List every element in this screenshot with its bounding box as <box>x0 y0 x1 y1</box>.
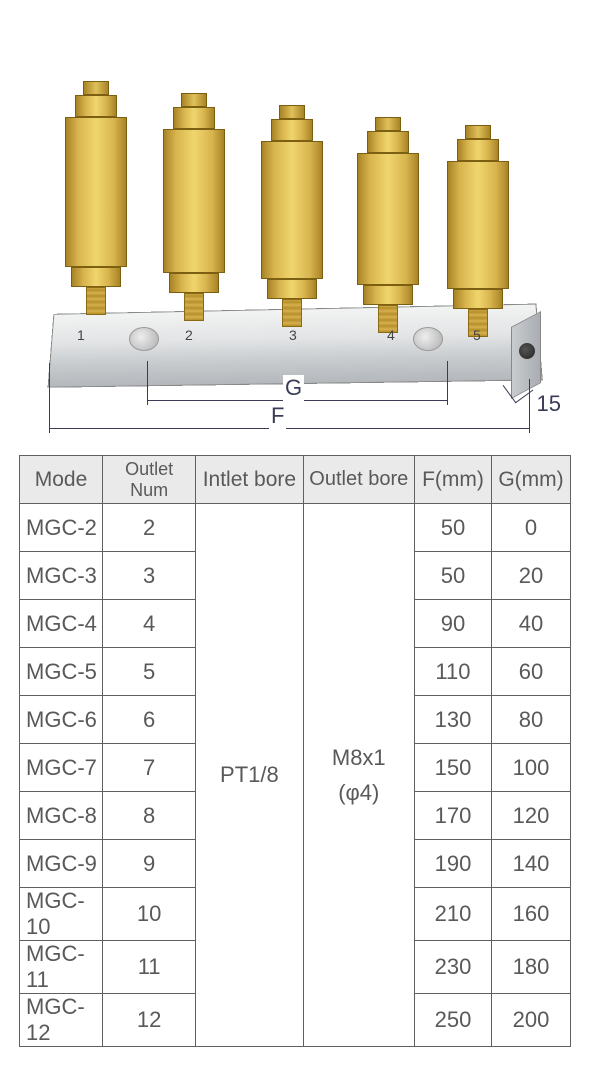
fitting-top-nut <box>173 107 215 129</box>
cell-g: 80 <box>491 696 570 744</box>
cell-mode: MGC-10 <box>20 888 103 941</box>
fitting-body <box>447 161 509 289</box>
cell-g: 140 <box>491 840 570 888</box>
manifold-front-hole <box>413 327 443 351</box>
cell-outlet-num: 8 <box>103 792 196 840</box>
cell-mode: MGC-4 <box>20 600 103 648</box>
fitting-cap <box>83 81 109 95</box>
fitting-top-nut <box>457 139 499 161</box>
cell-mode: MGC-7 <box>20 744 103 792</box>
cell-mode: MGC-8 <box>20 792 103 840</box>
cell-outlet-num: 5 <box>103 648 196 696</box>
cell-f: 150 <box>414 744 491 792</box>
fitting-body <box>163 129 225 273</box>
fitting-hex-nut <box>267 279 317 299</box>
col-header-inlet: Intlet bore <box>196 456 303 504</box>
port-number-label: 4 <box>387 327 395 343</box>
port-number-label: 1 <box>77 327 85 343</box>
col-header-f: F(mm) <box>414 456 491 504</box>
cell-g: 200 <box>491 994 570 1047</box>
cell-outlet-num: 4 <box>103 600 196 648</box>
cell-g: 40 <box>491 600 570 648</box>
cell-mode: MGC-12 <box>20 994 103 1047</box>
cell-f: 50 <box>414 552 491 600</box>
cell-mode: MGC-11 <box>20 941 103 994</box>
cell-outlet-num: 3 <box>103 552 196 600</box>
dim-g-tick-left <box>147 361 148 405</box>
col-header-outlet: Outlet Num <box>103 456 196 504</box>
fitting-top-nut <box>75 95 117 117</box>
cell-mode: MGC-5 <box>20 648 103 696</box>
cell-g: 20 <box>491 552 570 600</box>
cell-outlet-num: 9 <box>103 840 196 888</box>
port-number-label: 5 <box>473 327 481 343</box>
col-header-outletb: Outlet bore <box>303 456 414 504</box>
cell-f: 90 <box>414 600 491 648</box>
cell-mode: MGC-3 <box>20 552 103 600</box>
manifold-front-hole <box>129 327 159 351</box>
table-row: MGC-22PT1/8M8x1(φ4)500 <box>20 504 571 552</box>
fitting-body <box>65 117 127 267</box>
fitting-cap <box>279 105 305 119</box>
cell-mode: MGC-2 <box>20 504 103 552</box>
cell-mode: MGC-9 <box>20 840 103 888</box>
cell-outlet-num: 10 <box>103 888 196 941</box>
fitting-top-nut <box>271 119 313 141</box>
table-header-row: Mode Outlet Num Intlet bore Outlet bore … <box>20 456 571 504</box>
cell-g: 100 <box>491 744 570 792</box>
dim-g-label: G <box>283 375 304 401</box>
cell-f: 190 <box>414 840 491 888</box>
cell-outlet-num: 12 <box>103 994 196 1047</box>
cell-outlet-num: 7 <box>103 744 196 792</box>
col-header-g: G(mm) <box>491 456 570 504</box>
fitting-thread <box>86 287 106 315</box>
cell-outlet-num: 11 <box>103 941 196 994</box>
fitting-hex-nut <box>169 273 219 293</box>
dim-g-tick-right <box>447 361 448 405</box>
spec-table: Mode Outlet Num Intlet bore Outlet bore … <box>19 455 571 1047</box>
fitting-cap <box>375 117 401 131</box>
brass-fitting <box>163 93 225 321</box>
fitting-thread <box>184 293 204 321</box>
dim-f-tick-left <box>49 363 50 433</box>
col-header-mode: Mode <box>20 456 103 504</box>
cell-f: 50 <box>414 504 491 552</box>
dim-f-label: F <box>269 403 286 429</box>
fitting-body <box>261 141 323 279</box>
cell-outlet-num: 2 <box>103 504 196 552</box>
cell-inlet-bore: PT1/8 <box>196 504 303 1047</box>
end-port-hole <box>519 343 535 359</box>
cell-g: 180 <box>491 941 570 994</box>
cell-outlet-bore: M8x1(φ4) <box>303 504 414 1047</box>
fitting-hex-nut <box>453 289 503 309</box>
product-diagram: 1 2 3 4 5 G F 15 <box>25 10 565 445</box>
cell-f: 250 <box>414 994 491 1047</box>
fitting-cap <box>181 93 207 107</box>
cell-mode: MGC-6 <box>20 696 103 744</box>
port-number-label: 3 <box>289 327 297 343</box>
cell-g: 60 <box>491 648 570 696</box>
fitting-cap <box>465 125 491 139</box>
brass-fitting <box>65 81 127 315</box>
cell-g: 120 <box>491 792 570 840</box>
cell-g: 160 <box>491 888 570 941</box>
cell-f: 130 <box>414 696 491 744</box>
brass-fitting <box>357 117 419 333</box>
brass-fitting <box>447 125 509 337</box>
fitting-body <box>357 153 419 285</box>
cell-f: 170 <box>414 792 491 840</box>
fitting-thread <box>282 299 302 327</box>
cell-f: 230 <box>414 941 491 994</box>
port-number-label: 2 <box>185 327 193 343</box>
cell-outlet-num: 6 <box>103 696 196 744</box>
fitting-hex-nut <box>71 267 121 287</box>
cell-f: 110 <box>414 648 491 696</box>
fitting-hex-nut <box>363 285 413 305</box>
fitting-top-nut <box>367 131 409 153</box>
dim-f-line <box>49 428 529 429</box>
dim-15-label: 15 <box>535 391 563 417</box>
brass-fitting <box>261 105 323 327</box>
cell-g: 0 <box>491 504 570 552</box>
cell-f: 210 <box>414 888 491 941</box>
